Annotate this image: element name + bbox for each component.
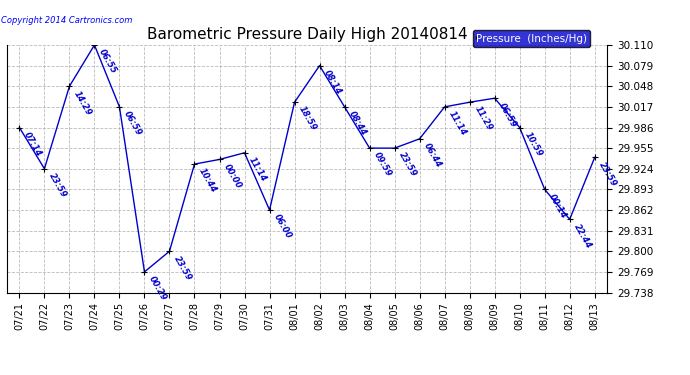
Text: 10:59: 10:59 — [522, 130, 544, 158]
Text: 11:14: 11:14 — [247, 156, 268, 183]
Text: 00:29: 00:29 — [147, 274, 168, 302]
Text: 06:59: 06:59 — [497, 101, 519, 129]
Text: 08:14: 08:14 — [322, 68, 344, 96]
Text: 06:00: 06:00 — [273, 213, 293, 240]
Text: 08:44: 08:44 — [347, 110, 368, 137]
Legend: Pressure  (Inches/Hg): Pressure (Inches/Hg) — [473, 30, 590, 46]
Title: Barometric Pressure Daily High 20140814: Barometric Pressure Daily High 20140814 — [147, 27, 467, 42]
Text: 22:44: 22:44 — [573, 222, 593, 250]
Text: 09:59: 09:59 — [373, 151, 393, 178]
Text: 06:55: 06:55 — [97, 48, 119, 75]
Text: 23:59: 23:59 — [598, 160, 619, 188]
Text: 11:14: 11:14 — [447, 110, 469, 137]
Text: 23:59: 23:59 — [47, 171, 68, 199]
Text: 10:44: 10:44 — [197, 167, 219, 195]
Text: 23:59: 23:59 — [397, 151, 419, 178]
Text: 07:14: 07:14 — [22, 130, 43, 158]
Text: 00:14: 00:14 — [547, 192, 569, 220]
Text: 00:00: 00:00 — [222, 162, 244, 190]
Text: Copyright 2014 Cartronics.com: Copyright 2014 Cartronics.com — [1, 16, 132, 25]
Text: 18:59: 18:59 — [297, 105, 319, 133]
Text: 06:59: 06:59 — [122, 110, 144, 137]
Text: 23:59: 23:59 — [172, 254, 193, 282]
Text: 06:44: 06:44 — [422, 142, 444, 170]
Text: 14:29: 14:29 — [72, 89, 93, 117]
Text: 11:29: 11:29 — [473, 105, 493, 133]
